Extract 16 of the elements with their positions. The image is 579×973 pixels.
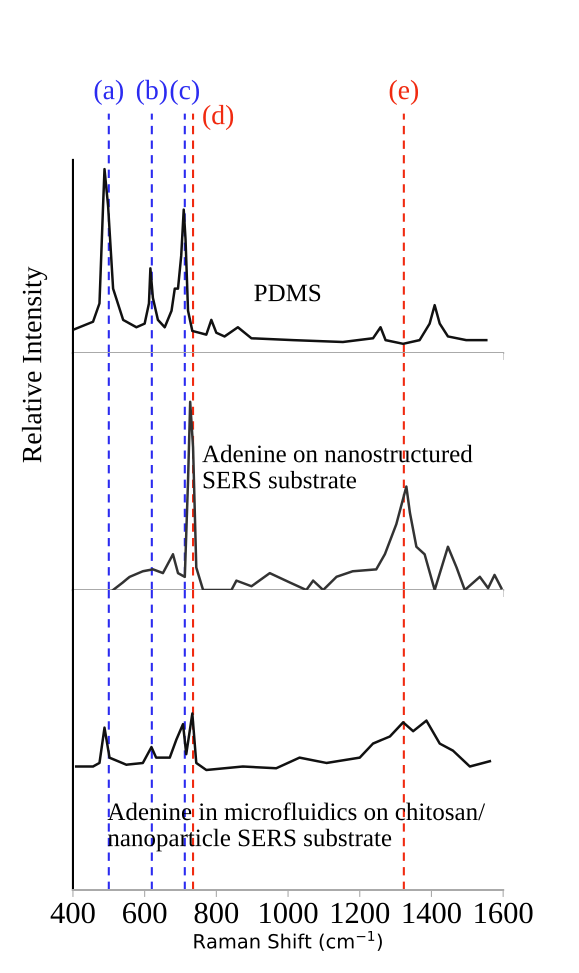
x-tick-label: 1200 xyxy=(332,902,390,924)
x-tick-label: 1400 xyxy=(404,902,461,924)
ref-line-label: (b) xyxy=(136,80,167,105)
ref-line-label: (d) xyxy=(203,104,234,130)
ref-line-label: (c) xyxy=(170,80,199,105)
ref-line-label: (e) xyxy=(390,80,418,105)
x-tick-label: 1600 xyxy=(475,902,533,924)
x-tick-label: 800 xyxy=(194,902,238,924)
series-label: PDMS xyxy=(254,284,320,302)
series-label: Adenine in microfluidics on chitosan/ nanoparticle SERS substrate xyxy=(108,802,486,852)
x-tick-label: 600 xyxy=(123,902,166,924)
x-tick-label: 1000 xyxy=(260,902,318,924)
x-axis-title: Raman Shift (cm$^{−1}$) xyxy=(194,930,382,951)
ref-line-label: (a) xyxy=(94,80,123,105)
y-axis-title: Relative Intensity xyxy=(22,266,48,462)
x-tick-label: 400 xyxy=(50,902,95,924)
